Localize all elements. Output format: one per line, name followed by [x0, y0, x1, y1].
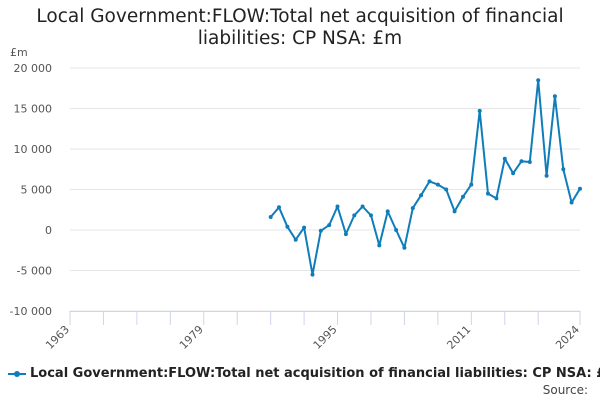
data-point[interactable] — [552, 94, 557, 99]
data-point[interactable] — [511, 171, 516, 176]
data-point[interactable] — [527, 160, 532, 164]
data-point[interactable] — [343, 232, 348, 237]
data-point[interactable] — [385, 209, 390, 214]
y-tick-label: 10 000 — [14, 143, 53, 156]
data-point[interactable] — [469, 182, 474, 187]
data-point[interactable] — [519, 159, 524, 164]
y-tick-label: 5 000 — [21, 184, 53, 197]
y-tick-label: 15 000 — [14, 103, 53, 116]
x-tick-label: 2011 — [444, 323, 473, 352]
gridlines — [70, 67, 580, 312]
data-point[interactable] — [318, 228, 323, 233]
x-tick-label: 1963 — [43, 323, 72, 352]
data-point[interactable] — [310, 272, 315, 277]
data-point[interactable] — [578, 186, 582, 191]
data-point[interactable] — [427, 179, 432, 184]
data-point[interactable] — [452, 209, 457, 214]
data-point[interactable] — [360, 204, 365, 209]
data-series — [268, 78, 582, 277]
data-point[interactable] — [402, 245, 407, 250]
y-tick-label: 0 — [45, 224, 52, 237]
data-point[interactable] — [461, 194, 465, 199]
y-tick-label: 20 000 — [14, 62, 53, 75]
data-point[interactable] — [569, 200, 574, 205]
data-point[interactable] — [268, 215, 273, 219]
data-point[interactable] — [352, 213, 357, 218]
data-point[interactable] — [435, 182, 440, 187]
line-chart: 20 000 15 000 10 000 5 000 0 -5 000 -10 000 £m… — [10, 46, 583, 352]
data-point[interactable] — [486, 191, 490, 196]
data-point[interactable] — [377, 243, 382, 248]
data-point[interactable] — [444, 187, 449, 192]
y-axis-unit-label: £m — [10, 46, 28, 59]
data-point[interactable] — [419, 193, 424, 198]
x-tick-label: 2024 — [553, 323, 582, 352]
data-point[interactable] — [369, 213, 373, 218]
data-point[interactable] — [335, 204, 340, 209]
y-tick-label: -10 000 — [10, 305, 52, 318]
data-point[interactable] — [494, 196, 499, 201]
data-point[interactable] — [544, 173, 549, 178]
chart-title: Local Government:FLOW:Total net acquisit… — [36, 6, 564, 49]
data-point[interactable] — [536, 78, 541, 83]
y-axis-tick-labels: 20 000 15 000 10 000 5 000 0 -5 000 -10 000 — [10, 62, 52, 318]
data-point[interactable] — [327, 223, 332, 228]
source-label: Source: — [542, 383, 588, 397]
x-tick-label: 1995 — [311, 323, 340, 352]
data-point[interactable] — [410, 206, 415, 211]
data-point[interactable] — [285, 224, 290, 229]
x-axis: 1963 1979 1995 2011 2024 — [43, 311, 582, 352]
legend[interactable]: Local Government:FLOW:Total net acquisit… — [8, 366, 600, 381]
data-point[interactable] — [277, 205, 281, 210]
data-point[interactable] — [302, 225, 307, 230]
series-line — [269, 79, 581, 276]
y-tick-label: -5 000 — [17, 265, 52, 278]
data-point[interactable] — [293, 237, 298, 242]
data-point[interactable] — [502, 156, 507, 161]
legend-label: Local Government:FLOW:Total net acquisit… — [30, 366, 600, 381]
x-tick-label: 1979 — [177, 323, 206, 352]
data-point[interactable] — [394, 228, 399, 232]
data-point[interactable] — [561, 167, 566, 172]
data-point[interactable] — [477, 108, 482, 113]
legend-line-marker-icon — [8, 367, 26, 381]
